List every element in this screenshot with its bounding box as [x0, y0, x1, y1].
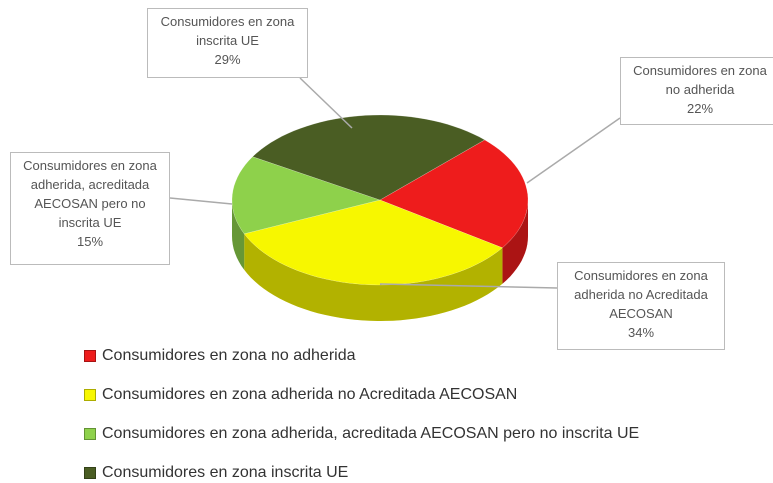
- slice-side: [502, 200, 528, 284]
- data-label: Consumidores en zona no adherida 22%: [620, 57, 773, 125]
- legend-label: Consumidores en zona inscrita UE: [102, 464, 349, 481]
- slice-side: [244, 233, 503, 321]
- slice-side-shade: [232, 200, 245, 270]
- legend-swatch: [84, 350, 96, 362]
- leader-line: [169, 197, 233, 205]
- legend-item: Consumidores en zona adherida no Acredit…: [84, 386, 517, 404]
- leader-line: [526, 117, 621, 184]
- slice-side: [232, 200, 245, 270]
- data-label: Consumidores en zona adherida no Acredit…: [557, 262, 725, 350]
- slice: [379, 139, 529, 249]
- leader-line: [379, 283, 558, 289]
- data-label-name: Consumidores en zona adherida no Acredit…: [574, 268, 708, 321]
- legend-item: Consumidores en zona adherida, acreditad…: [84, 425, 639, 443]
- legend-label: Consumidores en zona adherida no Acredit…: [102, 386, 518, 403]
- data-label: Consumidores en zona adherida, acreditad…: [10, 152, 170, 265]
- legend-swatch: [84, 467, 96, 479]
- data-label: Consumidores en zona inscrita UE 29%: [147, 8, 308, 78]
- data-label-name: Consumidores en zona adherida, acreditad…: [23, 158, 157, 230]
- legend-item: Consumidores en zona inscrita UE: [84, 464, 348, 482]
- data-label-value: 34%: [627, 325, 655, 340]
- legend-label: Consumidores en zona adherida, acreditad…: [102, 425, 640, 442]
- data-label-name: Consumidores en zona no adherida: [633, 63, 767, 97]
- legend-item: Consumidores en zona no adherida: [84, 347, 356, 365]
- legend-swatch: [84, 389, 96, 401]
- data-label-value: 22%: [686, 101, 714, 116]
- legend-label: Consumidores en zona no adherida: [102, 347, 356, 364]
- legend-swatch: [84, 428, 96, 440]
- data-label-value: 15%: [76, 234, 104, 249]
- data-label-name: Consumidores en zona inscrita UE: [160, 14, 295, 48]
- slice: [252, 114, 486, 201]
- slice-side-shade: [244, 233, 503, 321]
- slice-side-shade: [502, 200, 528, 284]
- slice: [231, 156, 381, 235]
- data-label-value: 29%: [214, 52, 241, 67]
- leader-line: [299, 77, 353, 129]
- slice: [243, 199, 503, 286]
